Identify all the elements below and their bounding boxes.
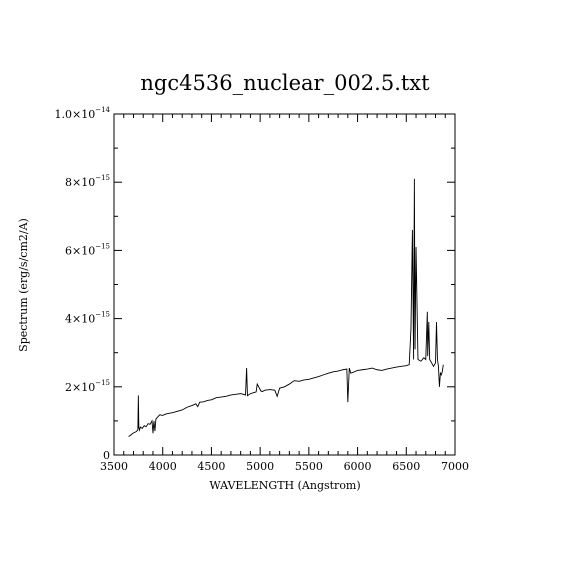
x-tick-label: 3500 [100,460,128,473]
y-axis-tick-labels: 0 2×10−15 4×10−15 6×10−15 8×10−15 1.0×10−14 [55,106,111,462]
x-tick-label: 6500 [392,460,420,473]
plot-frame [113,113,456,456]
y-tick-label: 2×10−15 [65,379,110,394]
spectrum-series-line [128,178,444,437]
y-tick-label: 8×10−15 [65,174,110,189]
y-tick-label: 4×10−15 [65,311,110,326]
x-axis-tick-labels: 3500 4000 4500 5000 5500 6000 6500 7000 [100,460,469,473]
x-tick-label: 7000 [441,460,469,473]
x-tick-label: 6000 [344,460,372,473]
y-axis-ticks [114,113,455,456]
chart-title: ngc4536_nuclear_002.5.txt [140,71,430,95]
x-axis-ticks [113,114,456,455]
y-axis-label: Spectrum (erg/s/cm2/A) [17,218,30,352]
x-tick-label: 4500 [197,460,225,473]
x-axis-label: WAVELENGTH (Angstrom) [209,479,360,492]
y-tick-label: 6×10−15 [65,242,110,257]
x-tick-label: 4000 [149,460,177,473]
y-tick-label: 1.0×10−14 [55,106,111,121]
x-tick-label: 5000 [246,460,274,473]
x-tick-label: 5500 [295,460,323,473]
y-tick-label: 0 [103,449,110,462]
